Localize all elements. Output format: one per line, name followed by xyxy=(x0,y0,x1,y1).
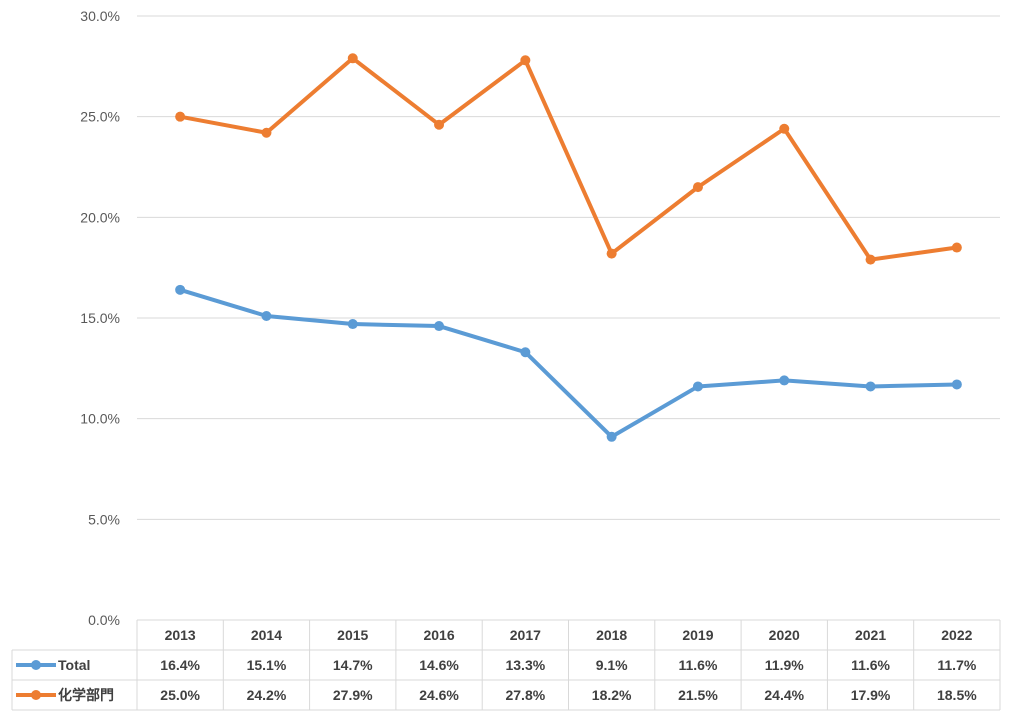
y-tick-label: 20.0% xyxy=(80,209,120,225)
table-cell-value: 21.5% xyxy=(678,687,718,703)
table-cell-value: 18.5% xyxy=(937,687,977,703)
data-point xyxy=(779,375,790,386)
legend-label: Total xyxy=(58,657,90,673)
table-cell-value: 24.2% xyxy=(247,687,287,703)
table-cell-value: 27.8% xyxy=(505,687,545,703)
legend-entry: 化学部門 xyxy=(16,687,114,703)
y-tick-label: 10.0% xyxy=(80,411,120,427)
table-cell-value: 11.7% xyxy=(937,657,976,673)
table-cell-value: 16.4% xyxy=(160,657,200,673)
x-category-label: 2013 xyxy=(165,627,196,643)
x-category-label: 2019 xyxy=(682,627,713,643)
table-cell-value: 18.2% xyxy=(592,687,632,703)
y-axis-tick-labels: 0.0% 5.0% 10.0% 15.0% 20.0% 25.0% 30.0% xyxy=(80,8,120,628)
legend-marker-swatch xyxy=(31,660,41,670)
x-category-label: 2021 xyxy=(855,627,886,643)
series-lines xyxy=(175,53,962,442)
data-point xyxy=(865,381,876,392)
y-tick-label: 25.0% xyxy=(80,109,120,125)
data-point xyxy=(692,381,703,392)
data-point xyxy=(261,127,272,138)
y-tick-label: 5.0% xyxy=(88,511,120,527)
table-cell-value: 17.9% xyxy=(851,687,891,703)
x-category-label: 2020 xyxy=(769,627,800,643)
series xyxy=(175,284,962,442)
data-point xyxy=(261,310,272,321)
legend-entry: Total xyxy=(16,657,90,673)
data-point xyxy=(951,242,962,253)
table-cell-value: 14.7% xyxy=(333,657,373,673)
table-cell-value: 15.1% xyxy=(247,657,287,673)
table-cell-value: 25.0% xyxy=(160,687,200,703)
series-line xyxy=(178,56,959,262)
x-category-label: 2017 xyxy=(510,627,541,643)
data-point xyxy=(606,248,617,259)
data-point xyxy=(434,119,445,130)
table-cell-value: 11.6% xyxy=(851,657,890,673)
data-point xyxy=(606,431,617,442)
table-cell-value: 24.4% xyxy=(764,687,804,703)
data-point xyxy=(175,284,186,295)
data-point xyxy=(347,319,358,330)
data-table: 2013 2014 2015 2016 2017 2018 2019 2020 2021 2022… xyxy=(11,619,1001,711)
table-cell-value: 11.6% xyxy=(678,657,717,673)
table-cell-value: 24.6% xyxy=(419,687,459,703)
table-cell-value: 11.9% xyxy=(765,657,804,673)
x-category-label: 2014 xyxy=(251,627,282,643)
table-cell-value: 14.6% xyxy=(419,657,459,673)
data-point xyxy=(520,347,531,358)
data-point xyxy=(692,182,703,193)
x-category-label: 2018 xyxy=(596,627,627,643)
y-tick-label: 30.0% xyxy=(80,8,120,24)
data-point xyxy=(865,254,876,265)
data-point xyxy=(347,53,358,64)
data-point xyxy=(779,123,790,134)
table-cell-value: 9.1% xyxy=(596,657,628,673)
table-cell-value: 27.9% xyxy=(333,687,373,703)
series xyxy=(175,53,962,265)
data-point xyxy=(175,111,186,122)
table-cell-value: 13.3% xyxy=(505,657,545,673)
y-tick-label: 0.0% xyxy=(88,612,120,628)
series-line xyxy=(178,287,959,439)
data-point xyxy=(434,321,445,332)
data-point xyxy=(520,55,531,66)
x-category-label: 2022 xyxy=(941,627,972,643)
y-tick-label: 15.0% xyxy=(80,310,120,326)
x-category-label: 2016 xyxy=(423,627,454,643)
legend-label: 化学部門 xyxy=(58,687,114,703)
x-category-label: 2015 xyxy=(337,627,368,643)
legend-marker-swatch xyxy=(31,690,41,700)
gridlines xyxy=(137,15,1000,520)
data-point xyxy=(951,379,962,390)
